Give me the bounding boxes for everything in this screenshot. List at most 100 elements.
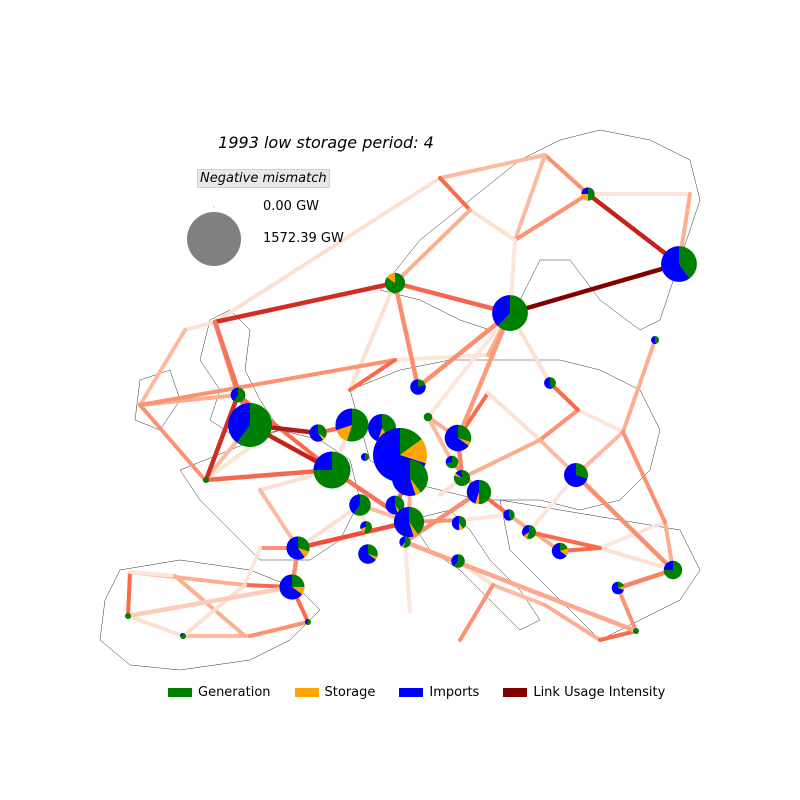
pie-slice-imports	[444, 424, 469, 452]
transmission-line	[458, 583, 495, 642]
node-pie-dk	[410, 379, 426, 395]
node-pie-ba	[551, 542, 569, 560]
pie-slice-imports	[611, 581, 624, 595]
pie-slice-imports	[445, 455, 452, 464]
pie-slice-imports	[393, 506, 414, 538]
link-ro-bg	[615, 567, 676, 591]
pie-slice-imports	[661, 246, 690, 282]
size-legend-circle-large	[187, 212, 241, 266]
pie-slice-imports	[279, 574, 303, 600]
transmission-line	[181, 583, 247, 638]
node-pie-fr-s	[393, 506, 425, 538]
transmission-links	[125, 153, 692, 642]
node-pie-lu	[360, 452, 370, 462]
link-no-n-fi	[585, 191, 682, 267]
transmission-line	[543, 153, 590, 196]
node-pie-pl	[444, 424, 472, 452]
transmission-line	[460, 438, 542, 480]
pie-slice-imports	[360, 452, 365, 462]
legend-item-storage: Storage	[294, 685, 375, 700]
transmission-line	[513, 153, 547, 242]
pie-slice-generation	[353, 494, 371, 516]
node-pie-pt	[125, 613, 131, 619]
pie-slice-generation	[365, 452, 370, 462]
transmission-line	[138, 358, 397, 407]
transmission-line	[576, 408, 625, 434]
transmission-line	[468, 208, 517, 242]
node-pie-it-nw	[445, 455, 459, 469]
transmission-line	[243, 546, 262, 587]
legend-item-link-usage: Link Usage Intensity	[503, 685, 665, 700]
pie-slice-generation	[292, 574, 305, 587]
transmission-line	[348, 281, 397, 392]
transmission-line	[538, 408, 580, 442]
legend-label: Link Usage Intensity	[533, 685, 666, 700]
transmission-line	[183, 320, 217, 332]
pie-slice-imports	[451, 515, 459, 531]
storage-swatch	[294, 688, 319, 697]
pie-slice-generation	[550, 377, 556, 389]
size-legend-label-small: 0.00 GW	[263, 199, 320, 214]
pie-slice-generation	[318, 424, 327, 439]
pie-slice-generation	[395, 495, 405, 513]
pie-slice-storage	[368, 554, 378, 560]
pie-slice-generation	[560, 542, 568, 551]
pie-slice-storage	[458, 438, 471, 446]
node-pie-gr	[633, 628, 639, 634]
node-pie-nl	[309, 424, 327, 442]
pie-slice-imports	[492, 295, 510, 327]
pie-slice-generation	[423, 412, 433, 422]
node-pies	[125, 187, 697, 640]
pie-slice-generation	[306, 619, 311, 625]
pie-slice-generation	[453, 469, 471, 487]
node-pie-fr-med	[358, 544, 378, 564]
generation-swatch	[168, 688, 192, 697]
node-pie-fr-se	[360, 521, 372, 533]
transmission-line	[393, 208, 472, 285]
pie-slice-generation	[479, 479, 492, 505]
pie-slice-generation	[418, 379, 426, 387]
pie-slice-generation	[458, 424, 472, 443]
pie-slice-imports	[564, 463, 588, 487]
pie-slice-imports	[399, 536, 405, 547]
size-legend-title: Negative mismatch	[197, 169, 330, 188]
pie-slice-imports	[286, 536, 305, 560]
link-no-s-dk	[392, 280, 421, 390]
pie-slice-imports	[358, 544, 376, 564]
transmission-line	[426, 311, 512, 419]
node-pie-si	[451, 515, 467, 531]
pie-slice-imports	[455, 469, 462, 478]
transmission-line	[138, 403, 207, 482]
node-pie-bg	[611, 581, 625, 595]
pie-slice-generation	[298, 536, 310, 552]
pie-slice-storage	[292, 587, 305, 595]
transmission-line	[126, 614, 185, 638]
node-pie-fr-w	[203, 477, 209, 483]
pie-slice-generation	[576, 463, 588, 479]
pie-slice-imports	[180, 632, 183, 636]
map-title: 1993 low storage period: 4	[218, 133, 434, 152]
pie-slice-storage	[400, 439, 427, 464]
node-pie-lv	[544, 377, 556, 389]
node-pie-hr	[503, 509, 515, 521]
transmission-line	[248, 620, 310, 638]
transmission-line	[438, 153, 547, 180]
link-fr-n-fr-w	[203, 467, 335, 483]
pie-slice-generation	[453, 554, 465, 568]
node-pie-hu	[564, 463, 588, 487]
transmission-line	[438, 176, 472, 212]
pie-slice-imports	[581, 187, 588, 194]
node-pie-ee	[650, 335, 660, 345]
size-legend	[187, 206, 241, 266]
node-pie-it-se	[451, 554, 465, 568]
pie-slice-storage	[618, 586, 625, 590]
node-pie-no-n	[581, 187, 595, 201]
transmission-line	[138, 328, 187, 407]
pie-slice-storage	[401, 542, 405, 548]
legend-label: Imports	[429, 685, 480, 700]
pie-slice-generation	[203, 477, 209, 483]
pie-slice-imports	[230, 387, 238, 402]
node-pie-ro	[663, 560, 683, 580]
legend: Generation Storage Imports Link Usage In…	[168, 685, 689, 700]
